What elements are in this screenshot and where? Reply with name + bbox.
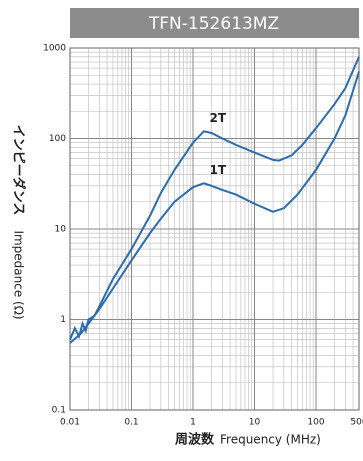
x-tick-label: 10	[249, 418, 261, 428]
y-axis-label: Impedance (Ω)	[12, 230, 26, 319]
series-line	[69, 71, 360, 344]
y-tick-label: 100	[49, 134, 66, 144]
x-tick-label: 1	[190, 418, 196, 428]
x-tick-label: 0.01	[60, 418, 80, 428]
plot-frame	[69, 47, 360, 411]
title-banner	[70, 8, 359, 38]
y-tick-label: 0.1	[52, 406, 66, 416]
y-tick-label: 10	[55, 225, 67, 235]
y-tick-label: 1	[60, 315, 66, 325]
x-tick-label: 100	[307, 418, 324, 428]
series-label: 1T	[210, 163, 227, 177]
series-label: 2T	[210, 111, 227, 125]
y-axis-label-ja: インピーダンス	[11, 125, 27, 216]
x-axis-label-ja: 周波数	[175, 432, 215, 448]
chart-title: TFN-152613MZ	[148, 14, 279, 34]
x-axis-label: Frequency (MHz)	[220, 433, 321, 447]
x-tick-label: 0.1	[124, 418, 138, 428]
y-tick-label: 1000	[43, 44, 66, 54]
x-tick-label: 500	[350, 418, 363, 428]
